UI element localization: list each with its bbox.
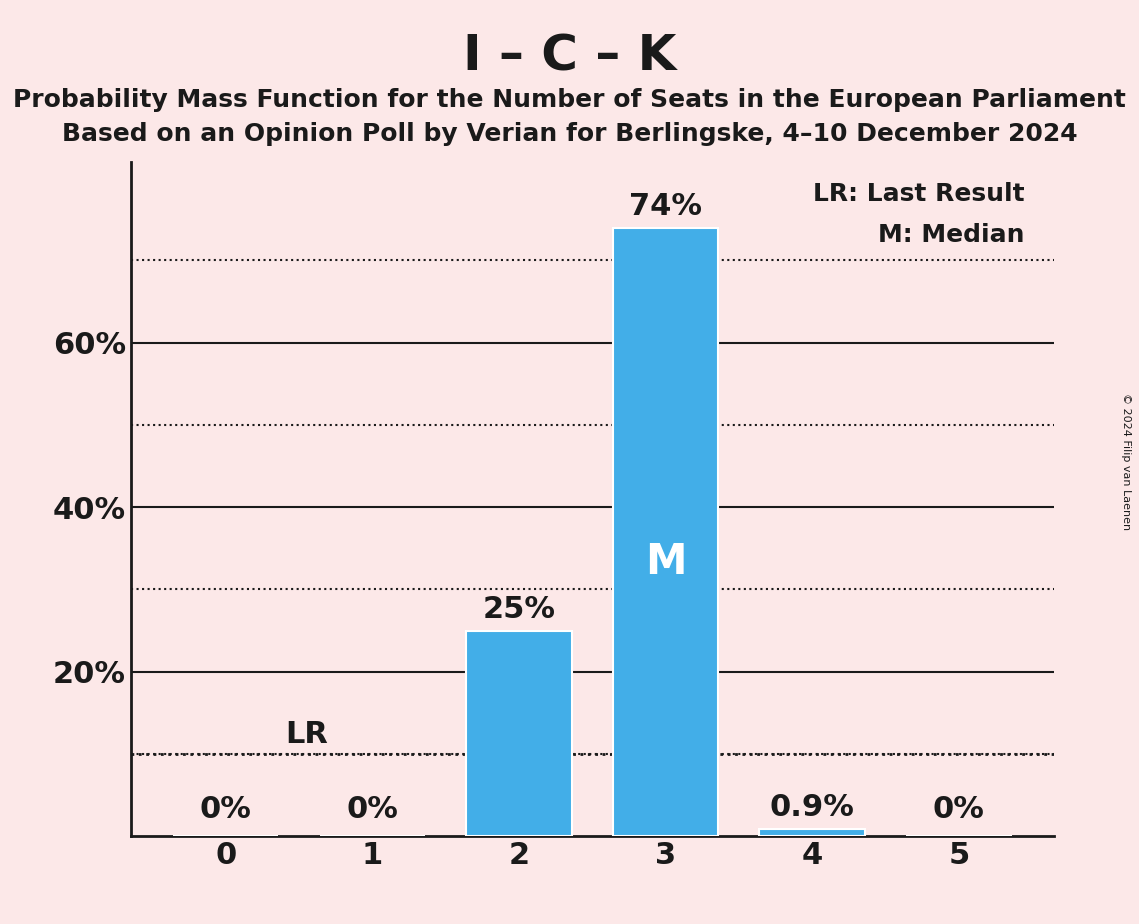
Bar	[613, 227, 719, 836]
Text: 0%: 0%	[199, 795, 252, 824]
Text: 0.9%: 0.9%	[770, 793, 854, 822]
Text: 0%: 0%	[933, 795, 985, 824]
Text: 25%: 25%	[483, 595, 556, 624]
Text: © 2024 Filip van Laenen: © 2024 Filip van Laenen	[1121, 394, 1131, 530]
Bar	[760, 829, 865, 836]
Text: LR: Last Result: LR: Last Result	[813, 182, 1025, 206]
Text: M: Median: M: Median	[878, 224, 1025, 248]
Text: 74%: 74%	[629, 192, 702, 221]
Text: LR: LR	[285, 720, 328, 749]
Text: Based on an Opinion Poll by Verian for Berlingske, 4–10 December 2024: Based on an Opinion Poll by Verian for B…	[62, 122, 1077, 146]
Bar	[466, 630, 572, 836]
Text: I – C – K: I – C – K	[462, 32, 677, 80]
Text: Probability Mass Function for the Number of Seats in the European Parliament: Probability Mass Function for the Number…	[13, 88, 1126, 112]
Text: 0%: 0%	[346, 795, 399, 824]
Text: M: M	[645, 541, 687, 583]
